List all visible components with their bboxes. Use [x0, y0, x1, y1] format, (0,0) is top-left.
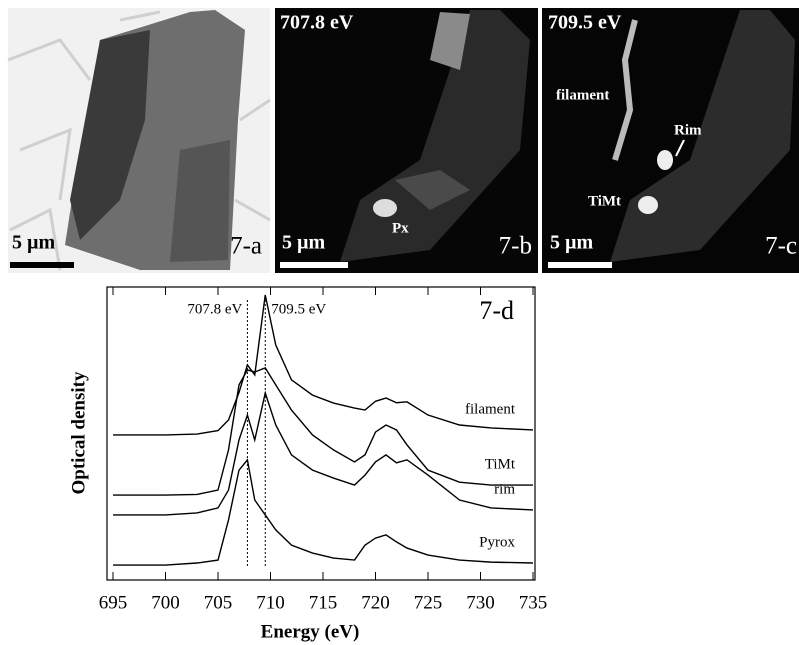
scale-label: 5 µm — [12, 232, 56, 254]
timt-spot — [638, 196, 658, 214]
scale-label: 5 µm — [282, 232, 326, 254]
reference-label: 707.8 eV — [187, 301, 242, 317]
annotation: TiMt — [588, 193, 621, 209]
scale-bar — [548, 262, 612, 268]
y-axis-label: Optical density — [68, 371, 89, 494]
x-tick-label: 720 — [361, 592, 390, 613]
x-tick-label: 730 — [466, 592, 495, 613]
series-label: rim — [494, 481, 515, 497]
panel-label: 7-c — [765, 233, 797, 260]
rim-spot — [657, 150, 673, 170]
px-spot — [373, 199, 397, 217]
annotation: filament — [556, 87, 609, 103]
x-tick-label: 725 — [414, 592, 443, 613]
x-tick-label: 710 — [256, 592, 285, 613]
plot-frame — [107, 287, 535, 580]
energy-label: 707.8 eV — [280, 12, 354, 34]
x-tick-label: 735 — [519, 592, 548, 613]
annotation: Rim — [674, 122, 702, 138]
series-label: filament — [465, 401, 516, 417]
reference-label: 709.5 eV — [271, 301, 326, 317]
scale-label: 5 µm — [550, 232, 594, 254]
scale-bar — [10, 262, 74, 268]
x-axis-label: Energy (eV) — [261, 621, 360, 642]
series-label: TiMt — [485, 457, 516, 473]
spectrum-line — [113, 368, 533, 495]
panel-label: 7-b — [499, 233, 532, 260]
figure: 5 µm 7-a Px 707.8 eV 5 µm 7-b filament R… — [0, 0, 799, 645]
series-label: Pyrox — [479, 534, 515, 550]
x-tick-label: 715 — [309, 592, 338, 613]
x-tick-label: 695 — [99, 592, 128, 613]
panel-label: 7-a — [230, 233, 262, 260]
annotation: Px — [392, 220, 409, 236]
panel-b: Px 707.8 eV 5 µm 7-b — [275, 8, 538, 273]
x-tick-label: 705 — [204, 592, 233, 613]
spectrum-line — [113, 460, 533, 565]
scale-bar — [280, 262, 348, 268]
energy-label: 709.5 eV — [548, 12, 622, 34]
panel-c: filament Rim TiMt 709.5 eV 5 µm 7-c — [542, 8, 799, 273]
panel-a: 5 µm 7-a — [8, 8, 270, 273]
x-tick-label: 700 — [151, 592, 180, 613]
panel-label: 7-d — [479, 296, 514, 325]
